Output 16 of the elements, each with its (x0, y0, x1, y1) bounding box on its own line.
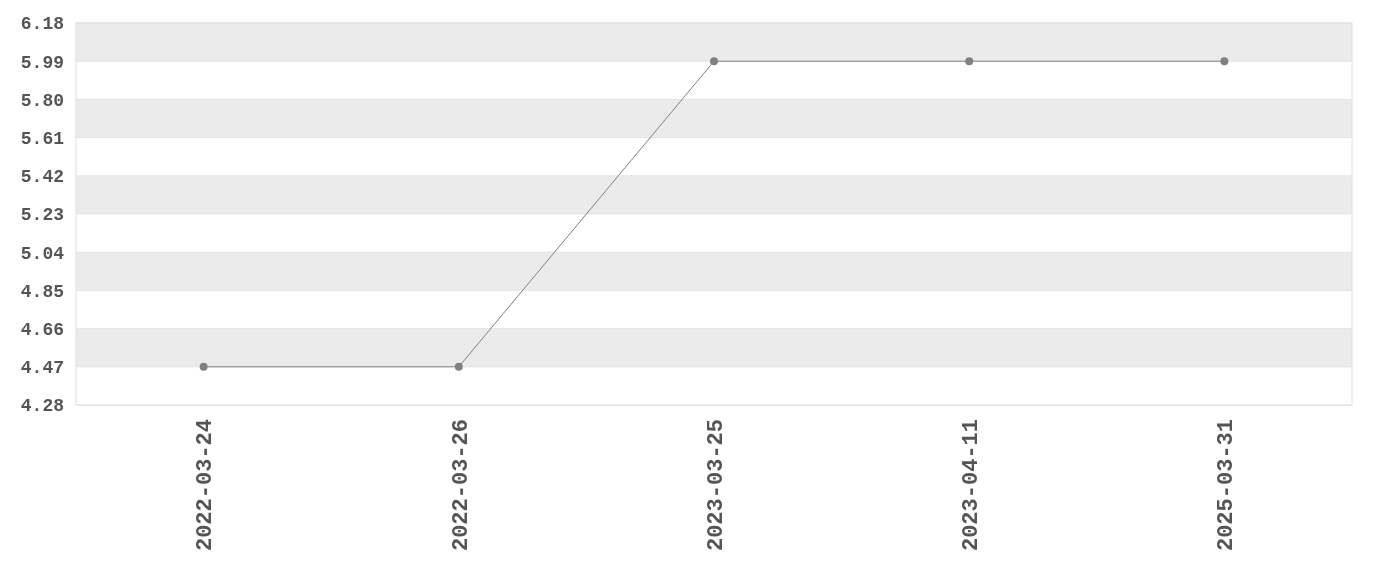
x-tick-label: 2022-03-24 (193, 419, 219, 552)
y-tick-label: 4.28 (20, 396, 64, 417)
y-tick-label: 4.85 (20, 281, 64, 302)
x-tick-label: 2022-03-26 (448, 419, 474, 552)
y-tick-label: 6.18 (20, 14, 64, 35)
x-tick-label: 2023-04-11 (958, 419, 984, 552)
y-tick-label: 5.23 (20, 205, 64, 226)
y-tick-label: 4.66 (20, 319, 64, 340)
y-tick-label: 5.80 (20, 90, 64, 111)
x-tick-label: 2025-03-31 (1214, 419, 1240, 552)
y-tick-label: 4.47 (20, 358, 64, 379)
y-tick-label: 5.61 (20, 128, 65, 149)
x-tick-label: 2023-03-25 (703, 419, 729, 552)
y-tick-label: 5.99 (20, 52, 64, 73)
y-tick-label: 5.04 (20, 243, 65, 264)
y-tick-label: 5.42 (20, 167, 64, 188)
